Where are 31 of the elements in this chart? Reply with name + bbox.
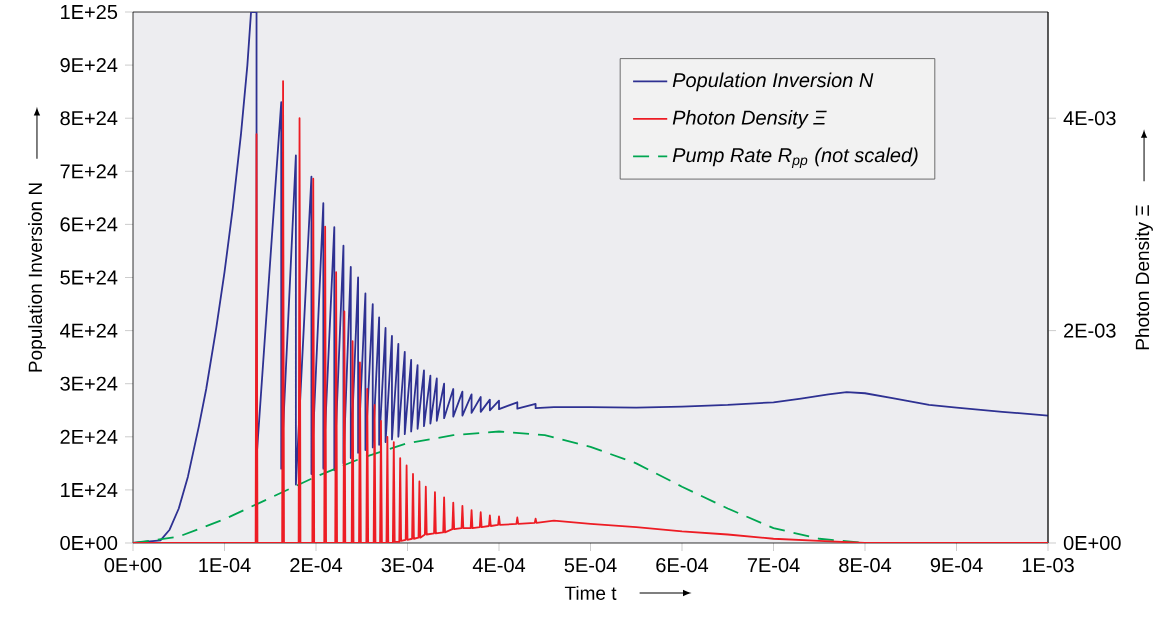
y-tick-label: 0E+00 (60, 535, 118, 551)
y-tick-label: 5E+24 (60, 270, 118, 285)
x-tick-label: 8E-04 (839, 558, 892, 573)
y2-tick-label: 2E-03 (1064, 323, 1116, 338)
legend-label: Pump Rate R$_{pp}$ (not scaled) (672, 147, 918, 168)
y-axis-title: Population Inversion N (28, 183, 46, 372)
y-tick-label: 6E+24 (60, 217, 118, 232)
y-tick-label: 8E+24 (60, 111, 118, 126)
y-tick-label: 4E+24 (60, 323, 118, 338)
y-tick-label: 3E+24 (60, 376, 118, 391)
legend-label: Photon Density Ξ (672, 110, 827, 129)
x-tick-label: 1E-04 (199, 558, 251, 573)
x-axis-title: Time t (564, 585, 617, 600)
y-tick-label: 7E+24 (60, 164, 118, 179)
y-tick-label: 1E+24 (61, 482, 118, 497)
x-tick-label: 0E+00 (104, 558, 162, 573)
y-tick-label: 1E+25 (61, 4, 118, 20)
legend-label: Population Inversion N (672, 72, 874, 92)
x-tick-label: 4E-04 (472, 558, 526, 573)
x-tick-label: 9E-04 (930, 558, 983, 573)
x-tick-label: 6E-04 (656, 558, 709, 573)
x-tick-label: 3E-04 (381, 558, 434, 573)
y2-tick-label: 0E+00 (1063, 535, 1121, 551)
x-tick-label: 2E-04 (290, 558, 343, 573)
y-tick-label: 9E+24 (60, 58, 118, 73)
x-tick-label: 7E-04 (747, 558, 800, 573)
x-tick-label: 1E-03 (1022, 558, 1074, 573)
y2-tick-label: 4E-03 (1063, 111, 1116, 126)
x-tick-label: 5E-04 (564, 558, 617, 573)
y-tick-label: 2E+24 (60, 429, 118, 444)
y2-axis-title: Photon Density Ξ (1135, 205, 1153, 350)
